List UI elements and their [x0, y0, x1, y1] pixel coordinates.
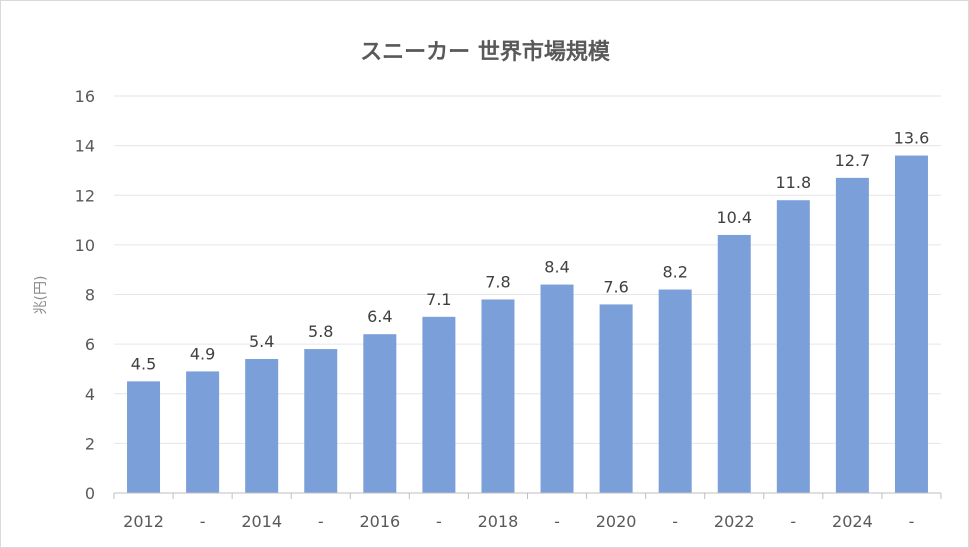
x-tick-label: 2020 [596, 512, 637, 531]
x-tick-label: - [436, 512, 442, 531]
y-tick-label: 8 [85, 286, 95, 305]
bar [363, 334, 397, 493]
bar [127, 381, 161, 493]
data-label: 13.6 [894, 129, 930, 148]
y-tick-label: 0 [85, 484, 95, 503]
bar [422, 316, 456, 493]
x-tick-label: - [200, 512, 206, 531]
x-tick-label: - [554, 512, 560, 531]
data-label: 11.8 [776, 173, 812, 192]
data-label: 8.2 [662, 263, 687, 282]
x-tick-label: - [790, 512, 796, 531]
data-label: 4.5 [131, 354, 156, 373]
x-tick-label: 2012 [123, 512, 164, 531]
y-tick-label: 16 [75, 87, 95, 106]
data-label: 12.7 [835, 151, 871, 170]
bar [481, 299, 515, 493]
data-label: 7.1 [426, 290, 451, 309]
x-tick-label: 2016 [359, 512, 400, 531]
bar [186, 371, 220, 493]
x-tick-label: - [672, 512, 678, 531]
x-tick-label: 2022 [714, 512, 755, 531]
y-tick-label: 10 [75, 236, 95, 255]
data-label: 8.4 [544, 258, 569, 277]
data-label: 4.9 [190, 344, 215, 363]
data-label: 7.6 [603, 277, 628, 296]
bar [835, 177, 869, 493]
bar [658, 289, 692, 493]
bar [894, 155, 928, 494]
bar [304, 349, 338, 493]
bar [245, 359, 279, 493]
y-tick-label: 6 [85, 335, 95, 354]
data-label: 5.4 [249, 332, 274, 351]
x-tick-label: - [909, 512, 915, 531]
bar [776, 200, 810, 493]
y-tick-label: 4 [85, 385, 95, 404]
x-tick-label: 2024 [832, 512, 873, 531]
y-tick-label: 2 [85, 434, 95, 453]
y-tick-label: 12 [75, 186, 95, 205]
data-label: 6.4 [367, 307, 392, 326]
data-label: 7.8 [485, 272, 510, 291]
x-tick-label: 2018 [478, 512, 519, 531]
y-axis-label: 兆(円) [33, 276, 49, 315]
chart-title: スニーカー 世界市場規模 [360, 39, 611, 65]
x-tick-label: - [318, 512, 324, 531]
bar [717, 234, 751, 493]
y-tick-label: 14 [75, 137, 95, 156]
bar [540, 284, 574, 493]
x-tick-label: 2014 [241, 512, 282, 531]
data-label: 5.8 [308, 322, 333, 341]
data-label: 10.4 [716, 208, 752, 227]
bar [599, 304, 633, 493]
